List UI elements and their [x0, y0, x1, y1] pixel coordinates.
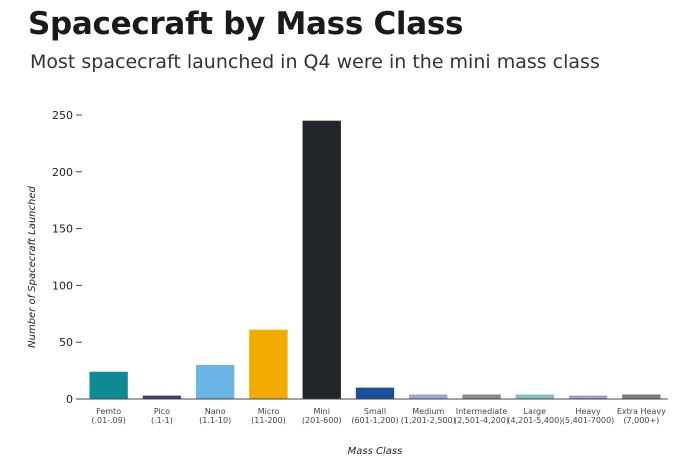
- x-tick-label: Micro: [258, 407, 280, 416]
- x-tick-range-label: (601-1,200): [351, 416, 398, 425]
- bar: [142, 395, 182, 399]
- x-tick-label: Large: [524, 407, 547, 416]
- y-tick-label: 200: [52, 166, 73, 179]
- bar: [302, 120, 341, 400]
- x-axis-labels: Femto(.01-.09) Pico(.1-1) Nano(1.1-10) Micr…: [91, 407, 666, 425]
- x-tick-range-label: (.1-1): [151, 416, 173, 425]
- x-tick-label: Pico: [154, 407, 170, 416]
- x-tick-range-label: (.01-.09): [91, 416, 126, 425]
- bar: [515, 394, 554, 399]
- bar: [355, 387, 395, 399]
- bar: [249, 329, 288, 399]
- x-tick-range-label: (4,201-5,400): [507, 416, 562, 425]
- bar: [462, 394, 501, 399]
- x-tick-label: Small: [364, 407, 386, 416]
- bar: [196, 364, 235, 399]
- bar: [568, 395, 608, 399]
- y-axis-title: Number of Spacecraft Launched: [27, 185, 38, 347]
- x-tick-range-label: (1,201-2,500): [401, 416, 456, 425]
- bar: [409, 394, 448, 399]
- y-tick-label: 0: [66, 393, 73, 406]
- x-tick-label: Heavy: [575, 407, 601, 416]
- chart-subtitle: Most spacecraft launched in Q4 were in t…: [30, 51, 600, 73]
- x-axis-title: Mass Class: [348, 446, 403, 457]
- x-tick-range-label: (5,401-7000): [562, 416, 614, 425]
- y-tick-label: 100: [52, 279, 73, 292]
- y-tick-label: 250: [52, 109, 73, 122]
- x-tick-range-label: (1.1-10): [199, 416, 231, 425]
- bars: [89, 120, 661, 400]
- x-tick-label: Intermediate: [456, 407, 508, 416]
- x-tick-label: Extra Heavy: [617, 407, 666, 416]
- x-tick-label: Femto: [96, 407, 121, 416]
- x-tick-label: Nano: [205, 407, 226, 416]
- bar: [622, 394, 661, 399]
- x-tick-range-label: (11-200): [251, 416, 286, 425]
- x-tick-label: Medium: [412, 407, 444, 416]
- x-tick-range-label: (201-600): [302, 416, 342, 425]
- y-axis-ticks: 0 50 100 150 200 250: [52, 109, 82, 406]
- bar: [89, 371, 128, 399]
- chart-title: Spacecraft by Mass Class: [28, 6, 464, 42]
- y-tick-label: 50: [59, 336, 73, 349]
- x-tick-label: Mini: [314, 407, 330, 416]
- y-tick-label: 150: [52, 223, 73, 236]
- x-tick-range-label: (2,501-4,200): [454, 416, 509, 425]
- x-tick-range-label: (7,000+): [623, 416, 659, 425]
